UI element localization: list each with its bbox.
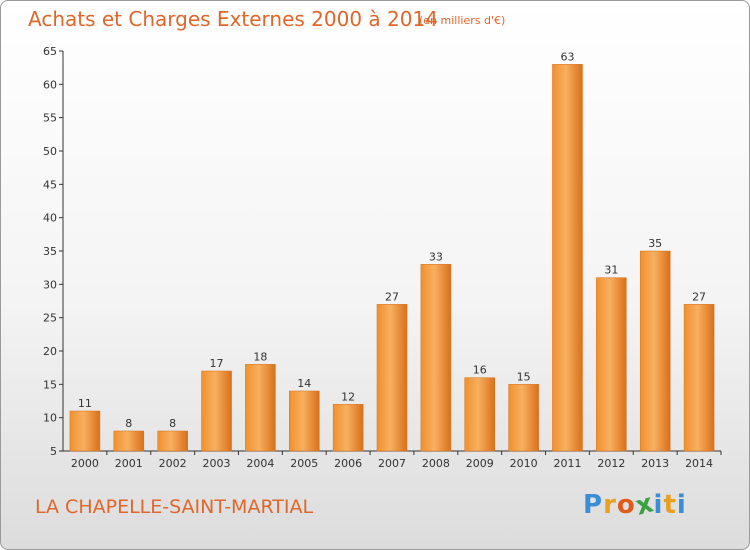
data-label: 15	[517, 370, 531, 383]
axes: 5 10 15 20 25 30 35 40 45 50 55 60 65 2000 2001 2002 200…	[43, 45, 722, 470]
chart-title: Achats et Charges Externes 2000 à 2014	[28, 7, 438, 31]
bar	[376, 304, 408, 452]
bar	[289, 390, 320, 452]
bar	[69, 410, 101, 452]
data-label: 31	[604, 264, 618, 277]
bar	[113, 430, 145, 452]
x-tick-label: 2004	[246, 457, 274, 470]
bar	[332, 404, 364, 452]
y-tick-label: 50	[43, 145, 57, 158]
y-tick-label: 35	[43, 245, 57, 258]
bar	[683, 304, 715, 452]
chart-subtitle: (en milliers d'€)	[419, 14, 506, 27]
y-tick-label: 5	[50, 445, 57, 458]
bar	[420, 264, 452, 452]
x-tick-label: 2000	[71, 457, 99, 470]
data-label: 17	[210, 357, 224, 370]
data-label: 11	[78, 397, 92, 410]
x-tick-label: 2003	[203, 457, 231, 470]
x-tick-label: 2013	[641, 457, 669, 470]
x-tick-label: 2010	[510, 457, 538, 470]
y-tick-label: 25	[43, 312, 57, 325]
logo-letter: P	[583, 490, 604, 520]
data-label: 27	[385, 290, 399, 303]
x-tick-label: 2005	[290, 457, 318, 470]
x-tick-label: 2007	[378, 457, 406, 470]
x-tick-label: 2012	[597, 457, 625, 470]
x-tick-label: 2001	[115, 457, 143, 470]
y-tick-label: 65	[43, 45, 57, 58]
bar	[596, 277, 627, 452]
bar	[552, 64, 583, 452]
bar	[201, 370, 232, 452]
y-tick-label: 30	[43, 278, 57, 291]
bar	[464, 377, 495, 452]
bar	[157, 430, 188, 452]
data-label: 18	[253, 350, 267, 363]
bar	[508, 384, 539, 452]
logo-letter: i	[653, 490, 664, 520]
y-tick-label: 10	[43, 412, 57, 425]
logo-letter: i	[676, 490, 687, 520]
commune-name: LA CHAPELLE-SAINT-MARTIAL	[35, 496, 314, 518]
data-label: 14	[297, 377, 311, 390]
logo-letter: o	[616, 490, 636, 520]
x-tick-label: 2008	[422, 457, 450, 470]
bar	[639, 250, 671, 452]
y-tick-label: 45	[43, 178, 57, 191]
y-tick-label: 40	[43, 212, 57, 225]
data-label: 8	[169, 417, 176, 430]
x-tick-label: 2006	[334, 457, 362, 470]
bars	[69, 64, 715, 452]
data-label: 16	[473, 364, 487, 377]
y-tick-label: 60	[43, 78, 57, 91]
data-label: 12	[341, 390, 355, 403]
x-tick-label: 2011	[553, 457, 581, 470]
logo-letter: r	[603, 490, 617, 520]
proxiti-logo[interactable]: Proxiti	[583, 488, 687, 522]
data-label: 8	[125, 417, 132, 430]
y-tick-label: 20	[43, 345, 57, 358]
data-labels: 11 8 8 17 18 14 12 27 33 16 15 63 31 35 27	[78, 50, 706, 430]
y-tick-label: 15	[43, 378, 57, 391]
x-tick-label: 2009	[466, 457, 494, 470]
bar	[245, 364, 276, 452]
y-tick-label: 55	[43, 112, 57, 125]
x-tick-label: 2002	[159, 457, 187, 470]
x-tick-label: 2014	[685, 457, 713, 470]
data-label: 63	[560, 50, 574, 63]
data-label: 27	[692, 290, 706, 303]
data-label: 33	[429, 250, 443, 263]
data-label: 35	[648, 237, 662, 250]
logo-letter: t	[663, 490, 677, 520]
